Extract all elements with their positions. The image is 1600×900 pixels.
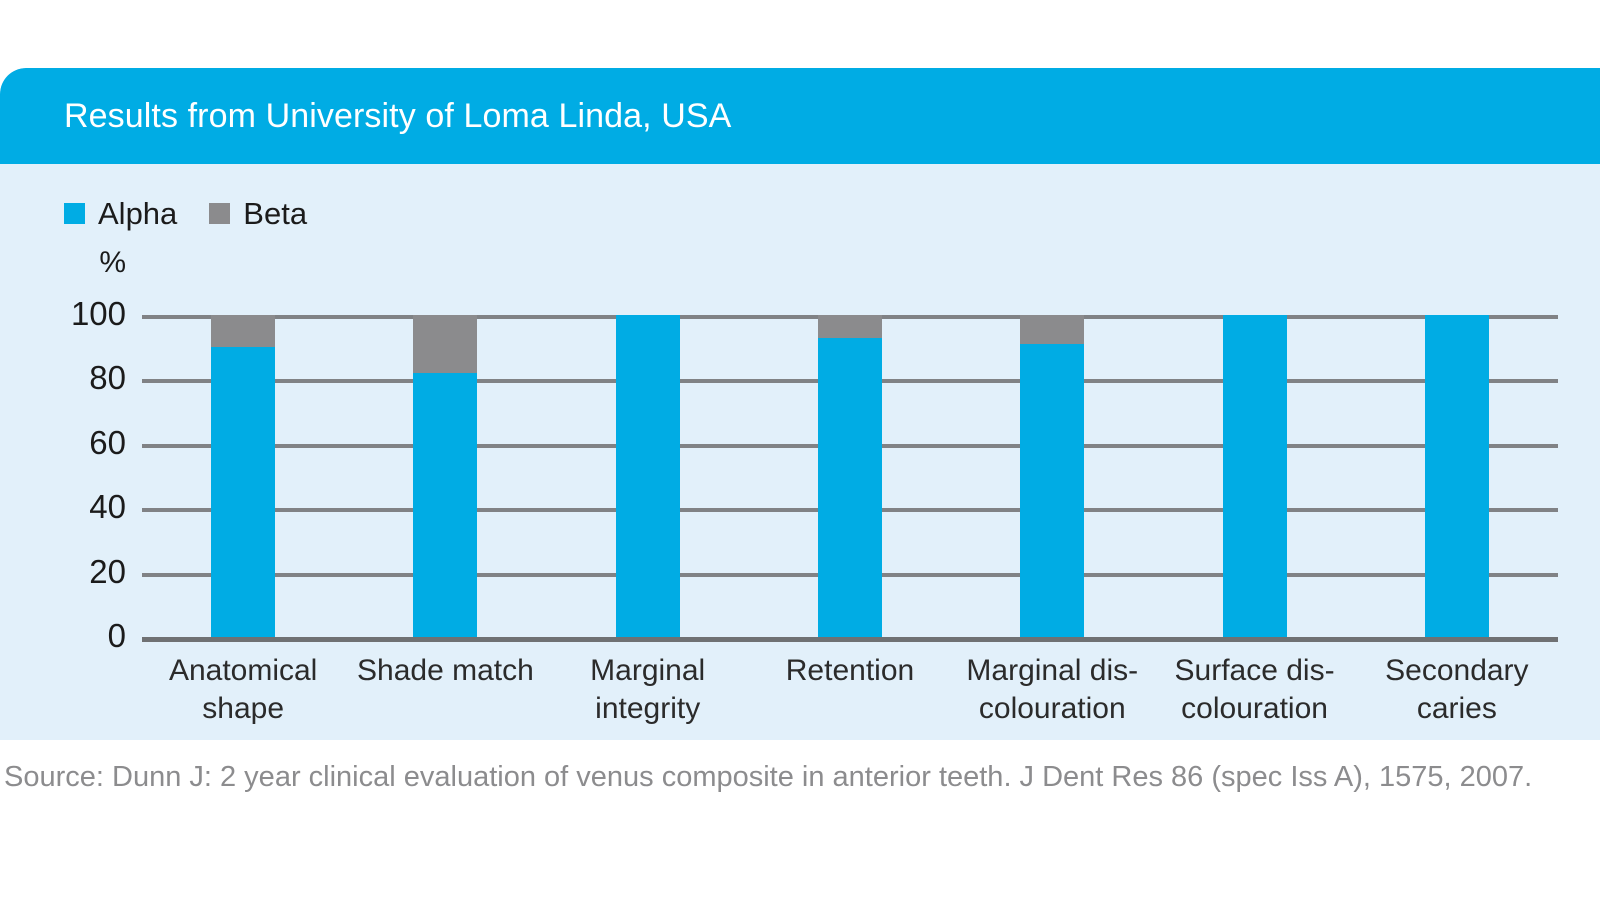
x-axis-label: Secondary caries bbox=[1385, 654, 1529, 725]
chart-legend: Alpha Beta bbox=[64, 198, 307, 229]
bar-segment-beta bbox=[413, 315, 478, 373]
y-axis-tick-label: 100 bbox=[70, 295, 126, 332]
x-axis-label: Surface dis-colouration bbox=[1174, 654, 1335, 725]
legend-label-beta: Beta bbox=[243, 196, 308, 231]
bar-group bbox=[1424, 315, 1489, 637]
legend-label-alpha: Alpha bbox=[98, 196, 178, 231]
results-card: Results from University of Loma Linda, U… bbox=[0, 68, 1600, 740]
card-header: Results from University of Loma Linda, U… bbox=[0, 68, 1600, 164]
x-axis-label: Marginal integrity bbox=[590, 654, 706, 725]
legend-item-alpha: Alpha bbox=[64, 198, 177, 229]
bar-segment-alpha bbox=[211, 347, 276, 637]
y-axis-unit: % bbox=[99, 246, 126, 279]
bar-segment-beta bbox=[1020, 315, 1085, 344]
square-swatch-icon bbox=[64, 203, 85, 224]
bar-segment-alpha bbox=[1020, 343, 1085, 637]
axis-baseline bbox=[142, 637, 1558, 642]
bar-series bbox=[142, 315, 1558, 637]
bar-segment-alpha bbox=[413, 372, 478, 637]
x-axis-label: Retention bbox=[785, 654, 915, 687]
y-axis-tick-label: 80 bbox=[89, 359, 126, 397]
x-axis-label: Anatomical shape bbox=[168, 654, 318, 725]
legend-item-beta: Beta bbox=[209, 198, 307, 229]
bar-segment-alpha bbox=[1222, 315, 1287, 637]
bar-segment-alpha bbox=[1424, 315, 1489, 637]
page-title: Results from University of Loma Linda, U… bbox=[64, 97, 732, 135]
bar-segment-beta bbox=[818, 315, 882, 338]
bar-group bbox=[818, 315, 882, 637]
source-citation: Source: Dunn J: 2 year clinical evaluati… bbox=[4, 761, 1533, 793]
bar-group bbox=[1222, 315, 1287, 637]
bar-segment-alpha bbox=[615, 315, 680, 637]
y-axis-tick-label: 20 bbox=[89, 552, 126, 590]
bar-group bbox=[1020, 315, 1085, 637]
plot-area bbox=[142, 315, 1558, 642]
bar-group bbox=[615, 315, 680, 637]
y-axis-tick-label: 60 bbox=[89, 423, 126, 461]
bar-segment-alpha bbox=[818, 337, 882, 637]
y-axis-tick-label: 0 bbox=[107, 617, 126, 654]
square-swatch-icon bbox=[209, 203, 231, 224]
y-axis-tick-label: 40 bbox=[89, 488, 126, 526]
x-axis-label: Marginal dis-colouration bbox=[966, 654, 1139, 725]
bar-segment-beta bbox=[211, 315, 276, 348]
bar-group bbox=[413, 315, 478, 637]
bar-group bbox=[211, 315, 276, 637]
x-axis-label: Shade match bbox=[357, 654, 534, 687]
